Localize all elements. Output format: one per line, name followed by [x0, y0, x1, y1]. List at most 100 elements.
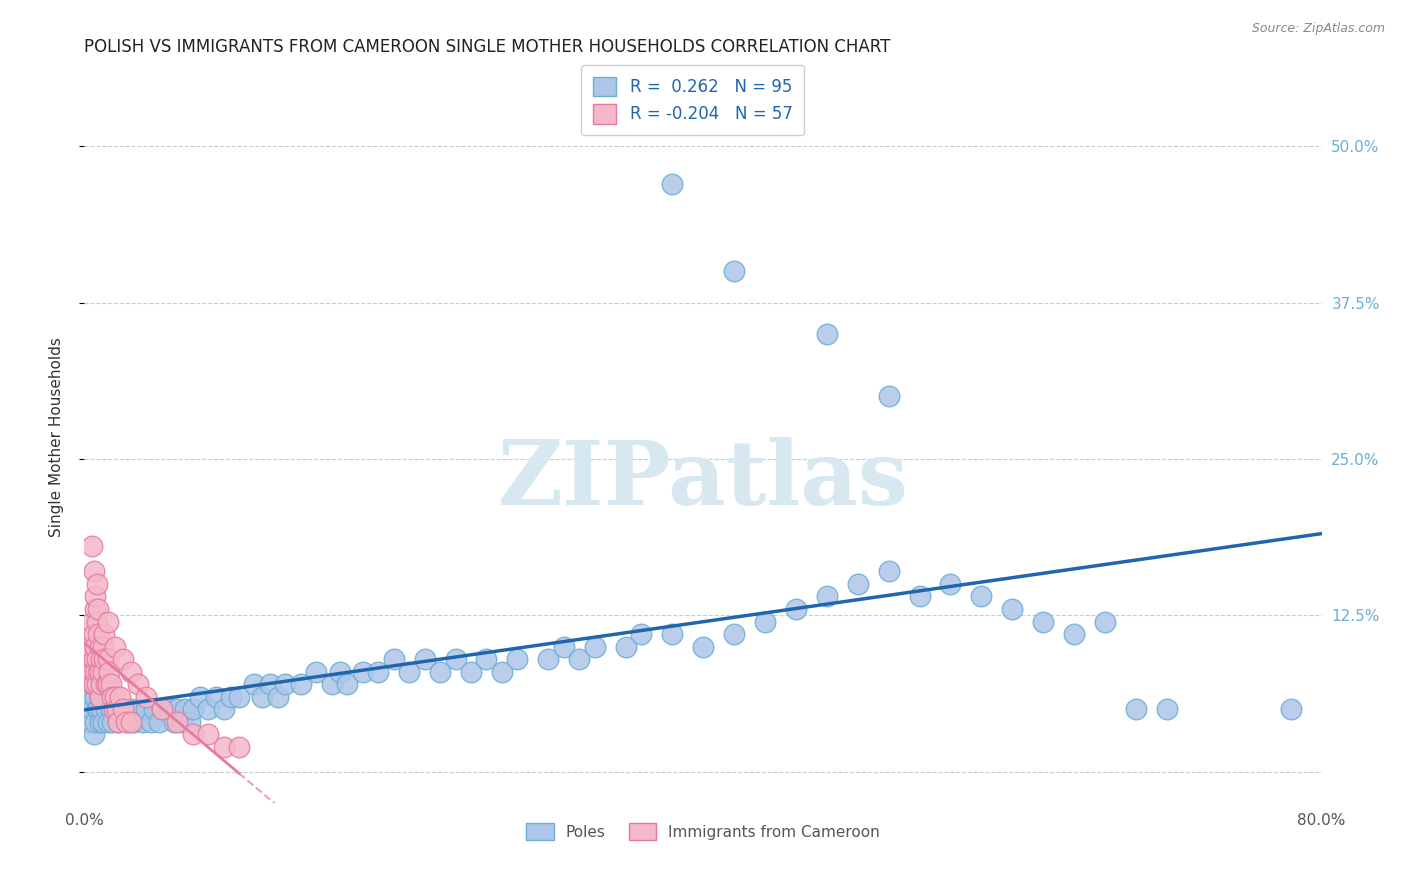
Point: [166, 714, 188, 729]
Point: [82, 665, 104, 679]
Point: [107, 714, 129, 729]
Point: [84, 590, 107, 604]
Point: [84, 665, 107, 679]
Point: [91, 640, 114, 654]
Point: [87, 602, 110, 616]
Point: [939, 577, 962, 591]
Point: [83, 727, 105, 741]
Point: [79, 690, 101, 704]
Point: [491, 665, 513, 679]
Point: [82, 540, 104, 554]
Point: [90, 702, 112, 716]
Point: [1001, 602, 1024, 616]
Point: [179, 714, 201, 729]
Point: [89, 714, 111, 729]
Point: [82, 615, 104, 629]
Point: [970, 590, 993, 604]
Point: [336, 677, 359, 691]
Point: [614, 640, 637, 654]
Point: [259, 677, 281, 691]
Point: [79, 640, 101, 654]
Point: [83, 677, 105, 691]
Point: [100, 702, 122, 716]
Point: [120, 702, 142, 716]
Point: [908, 590, 931, 604]
Point: [583, 640, 606, 654]
Point: [170, 714, 193, 729]
Point: [274, 677, 297, 691]
Point: [77, 652, 100, 666]
Point: [89, 665, 111, 679]
Point: [87, 627, 110, 641]
Point: [108, 690, 131, 704]
Point: [132, 714, 155, 729]
Point: [785, 602, 807, 616]
Point: [166, 702, 188, 716]
Point: [79, 665, 101, 679]
Point: [91, 714, 114, 729]
Point: [112, 652, 135, 666]
Point: [82, 702, 104, 716]
Legend: Poles, Immigrants from Cameroon: Poles, Immigrants from Cameroon: [520, 816, 886, 847]
Point: [96, 615, 118, 629]
Point: [553, 640, 575, 654]
Point: [250, 690, 273, 704]
Point: [475, 652, 498, 666]
Point: [91, 665, 114, 679]
Point: [382, 652, 405, 666]
Point: [93, 690, 115, 704]
Point: [101, 690, 124, 704]
Point: [197, 702, 219, 716]
Point: [150, 702, 173, 716]
Point: [181, 702, 204, 716]
Point: [86, 652, 108, 666]
Point: [89, 640, 111, 654]
Point: [84, 602, 107, 616]
Point: [150, 702, 173, 716]
Point: [86, 677, 108, 691]
Point: [305, 665, 328, 679]
Point: [328, 665, 352, 679]
Point: [290, 677, 312, 691]
Point: [212, 739, 235, 754]
Point: [83, 565, 105, 579]
Point: [98, 690, 121, 704]
Point: [135, 702, 157, 716]
Point: [127, 702, 149, 716]
Point: [506, 652, 529, 666]
Point: [460, 665, 482, 679]
Point: [352, 665, 374, 679]
Point: [101, 714, 124, 729]
Point: [104, 690, 127, 704]
Text: Source: ZipAtlas.com: Source: ZipAtlas.com: [1251, 22, 1385, 36]
Point: [321, 677, 343, 691]
Point: [429, 665, 451, 679]
Point: [104, 702, 127, 716]
Point: [90, 652, 112, 666]
Point: [94, 677, 117, 691]
Point: [723, 264, 745, 278]
Point: [568, 652, 591, 666]
Point: [444, 652, 467, 666]
Point: [181, 727, 204, 741]
Point: [117, 714, 139, 729]
Point: [754, 615, 776, 629]
Point: [197, 727, 219, 741]
Point: [219, 690, 242, 704]
Point: [96, 652, 118, 666]
Point: [115, 714, 138, 729]
Point: [89, 690, 111, 704]
Point: [104, 640, 127, 654]
Point: [94, 702, 117, 716]
Point: [96, 714, 118, 729]
Point: [398, 665, 420, 679]
Point: [267, 690, 290, 704]
Point: [537, 652, 560, 666]
Point: [367, 665, 389, 679]
Point: [87, 665, 110, 679]
Point: [815, 590, 838, 604]
Point: [661, 627, 683, 641]
Point: [103, 702, 125, 716]
Point: [212, 702, 235, 716]
Point: [127, 677, 149, 691]
